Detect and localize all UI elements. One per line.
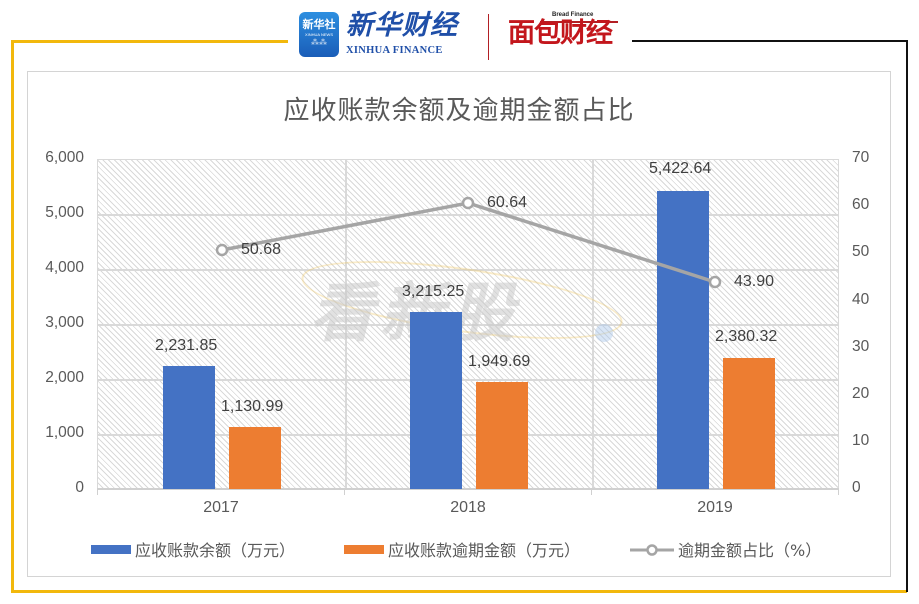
right-axis-label: 0 xyxy=(852,479,861,496)
x-tick xyxy=(591,489,592,495)
label-receivables-2018: 3,215.25 xyxy=(402,283,465,300)
x-label-2017: 2017 xyxy=(203,499,239,516)
watermark-dot xyxy=(595,324,613,342)
logo-separator xyxy=(488,14,489,60)
gridline-1000 xyxy=(98,434,838,436)
legend-swatch-blue xyxy=(91,544,131,554)
label-ratio-2018: 60.64 xyxy=(487,194,528,211)
frame-yellow-bottom xyxy=(11,590,907,593)
bread-finance-logo-bar xyxy=(540,21,618,23)
legend-label: 应收账款余额（万元） xyxy=(135,541,296,560)
legend-line-marker-icon xyxy=(630,542,674,556)
category-divider-1 xyxy=(345,160,347,488)
gridline-3000 xyxy=(98,324,838,326)
bar-receivables-2018 xyxy=(410,312,462,489)
right-axis-label: 70 xyxy=(852,149,870,166)
label-overdue-2018: 1,949.69 xyxy=(468,353,531,370)
x-tick xyxy=(97,489,98,495)
legend-label: 逾期金额占比（%） xyxy=(678,541,822,560)
right-axis-label: 50 xyxy=(852,243,870,260)
legend-label: 应收账款逾期金额（万元） xyxy=(388,541,581,560)
left-axis-label: 1,000 xyxy=(45,424,84,441)
legend-item-ratio: 逾期金额占比（%） xyxy=(630,537,821,561)
left-axis-label: 5,000 xyxy=(45,204,84,221)
bar-overdue-2019 xyxy=(723,358,775,489)
bar-overdue-2018 xyxy=(476,382,528,489)
label-receivables-2017: 2,231.85 xyxy=(155,337,218,354)
right-axis-label: 30 xyxy=(852,338,870,355)
frame-yellow-left xyxy=(11,40,14,593)
xinhua-badge-cn: 新华社 xyxy=(302,18,336,31)
right-axis-label: 10 xyxy=(852,432,870,449)
bar-receivables-2017 xyxy=(163,366,215,489)
x-axis-line xyxy=(97,488,839,490)
right-axis-label: 40 xyxy=(852,291,870,308)
frame-yellow-top xyxy=(11,40,288,43)
legend: 应收账款余额（万元） 应收账款逾期金额（万元） 逾期金额占比（%） xyxy=(0,537,919,561)
frame-black-top xyxy=(632,40,908,42)
x-label-2018: 2018 xyxy=(450,499,486,516)
chart-title: 应收账款余额及逾期金额占比 xyxy=(283,96,635,126)
frame-black-right xyxy=(906,40,908,592)
x-tick xyxy=(838,489,839,495)
label-ratio-2019: 43.90 xyxy=(734,273,775,290)
left-axis-label: 0 xyxy=(75,479,84,496)
left-axis-label: 2,000 xyxy=(45,369,84,386)
bar-overdue-2017 xyxy=(229,427,281,489)
label-overdue-2017: 1,130.99 xyxy=(221,398,284,415)
gridline-2000 xyxy=(98,379,838,381)
left-axis-label: 3,000 xyxy=(45,314,84,331)
left-axis-label: 4,000 xyxy=(45,259,84,276)
globe-dots-icon: ⁂⁂ xyxy=(311,38,327,47)
left-axis-label: 6,000 xyxy=(45,149,84,166)
label-ratio-2017: 50.68 xyxy=(241,241,282,258)
xinhua-badge-en: XINHUA NEWS xyxy=(304,32,333,37)
right-axis-label: 60 xyxy=(852,196,870,213)
legend-swatch-orange xyxy=(344,544,384,554)
category-divider-2 xyxy=(592,160,594,488)
label-overdue-2019: 2,380.32 xyxy=(715,328,778,345)
xinhua-finance-logo-cn: 新华财经 xyxy=(346,10,458,41)
label-receivables-2019: 5,422.64 xyxy=(649,160,712,177)
bread-finance-logo-cn: 面包财经 xyxy=(508,18,613,49)
right-axis-label: 20 xyxy=(852,385,870,402)
x-label-2019: 2019 xyxy=(697,499,733,516)
legend-item-receivables: 应收账款余额（万元） xyxy=(91,537,295,561)
xinhua-news-logo: 新华社 XINHUA NEWS ⁂⁂ xyxy=(299,12,339,57)
gridline-5000 xyxy=(98,214,838,216)
legend-item-overdue: 应收账款逾期金额（万元） xyxy=(344,537,580,561)
x-tick xyxy=(344,489,345,495)
bread-finance-logo-en: Bread Finance xyxy=(552,12,594,18)
bar-receivables-2019 xyxy=(657,191,709,489)
xinhua-finance-logo-en: XINHUA FINANCE xyxy=(346,45,443,56)
